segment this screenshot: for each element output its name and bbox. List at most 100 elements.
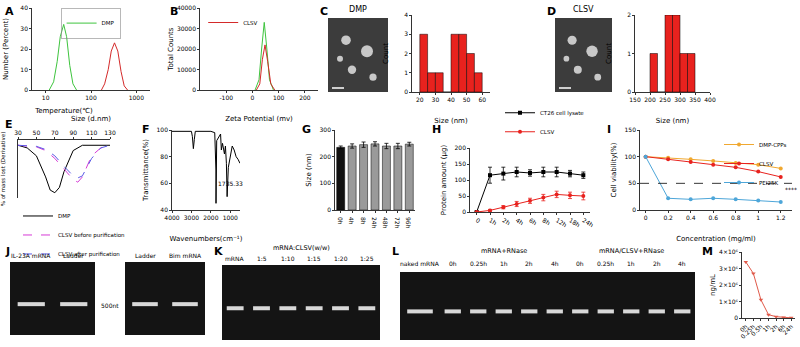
svg-text:IL-23A mRNA: IL-23A mRNA: [11, 252, 51, 259]
svg-text:F: F: [142, 123, 150, 136]
svg-text:Ladder: Ladder: [63, 252, 84, 259]
svg-text:0: 0: [24, 86, 28, 93]
svg-text:Total Counts: Total Counts: [167, 27, 175, 71]
svg-text:D: D: [547, 5, 556, 18]
svg-text:10: 10: [42, 94, 50, 101]
svg-text:30: 30: [14, 129, 22, 136]
svg-text:Size (nm): Size (nm): [656, 117, 690, 125]
svg-text:100: 100: [157, 126, 169, 133]
svg-text:100: 100: [85, 94, 97, 101]
svg-text:6h: 6h: [528, 216, 538, 226]
svg-text:Wavenumbers(cm⁻¹): Wavenumbers(cm⁻¹): [170, 235, 243, 243]
svg-text:mRNA: mRNA: [225, 255, 245, 262]
svg-text:0.25h: 0.25h: [597, 260, 614, 267]
svg-text:10000: 10000: [177, 66, 196, 73]
svg-text:1: 1: [756, 214, 760, 221]
svg-text:Size (nm): Size (nm): [434, 117, 468, 125]
svg-text:30: 30: [432, 96, 440, 103]
svg-text:8h: 8h: [541, 216, 551, 226]
svg-text:1.2: 1.2: [776, 214, 786, 221]
svg-text:90: 90: [69, 129, 77, 136]
svg-text:2h: 2h: [769, 323, 779, 333]
svg-text:100: 100: [625, 153, 637, 160]
svg-text:naked mRNA: naked mRNA: [400, 260, 440, 267]
svg-text:0h: 0h: [738, 323, 748, 333]
svg-text:Temperature(℃): Temperature(℃): [34, 107, 93, 115]
svg-text:30000: 30000: [177, 25, 196, 32]
svg-text:100: 100: [320, 179, 332, 186]
svg-text:4000: 4000: [164, 214, 179, 221]
svg-text:2h: 2h: [525, 260, 533, 267]
svg-text:H: H: [432, 123, 441, 136]
svg-text:250: 250: [659, 96, 671, 103]
svg-text:8h: 8h: [360, 217, 367, 225]
svg-text:1:15: 1:15: [307, 255, 321, 262]
svg-text:Bim mRNA: Bim mRNA: [169, 252, 202, 259]
svg-text:1:25: 1:25: [360, 255, 374, 262]
svg-text:2×10⁶: 2×10⁶: [719, 281, 738, 288]
svg-text:CLSV before purification: CLSV before purification: [58, 232, 125, 239]
svg-text:0.25h: 0.25h: [470, 260, 487, 267]
svg-text:48h: 48h: [382, 217, 389, 229]
svg-text:Zeta Potential (mv): Zeta Potential (mv): [225, 115, 293, 123]
svg-text:70: 70: [51, 129, 59, 136]
svg-text:ng/mL: ng/mL: [709, 274, 717, 296]
svg-text:1h: 1h: [500, 260, 508, 267]
svg-text:20: 20: [20, 45, 28, 52]
svg-text:20000: 20000: [177, 45, 196, 52]
svg-text:mRNA:CLSV(w/w): mRNA:CLSV(w/w): [273, 244, 330, 252]
svg-text:1000: 1000: [223, 214, 238, 221]
svg-text:0.8: 0.8: [731, 214, 741, 221]
svg-text:mRNA/CLSV+RNase: mRNA/CLSV+RNase: [599, 247, 664, 255]
svg-text:50: 50: [628, 179, 636, 186]
svg-text:60: 60: [160, 179, 168, 186]
svg-text:200: 200: [644, 96, 656, 103]
svg-text:0: 0: [251, 94, 255, 101]
svg-text:B: B: [170, 5, 178, 18]
svg-text:G: G: [302, 123, 311, 136]
svg-text:100: 100: [273, 94, 285, 101]
svg-text:CLSV: CLSV: [759, 161, 773, 167]
svg-text:4h: 4h: [515, 216, 525, 226]
svg-text:1: 1: [627, 50, 631, 57]
svg-text:24h: 24h: [781, 323, 794, 336]
svg-text:Ladder: Ladder: [135, 252, 156, 259]
svg-text:CLSV after purification: CLSV after purification: [58, 251, 120, 258]
svg-text:J: J: [5, 245, 10, 258]
svg-text:72h: 72h: [394, 217, 401, 229]
svg-text:4h: 4h: [348, 217, 355, 225]
svg-text:300: 300: [320, 126, 332, 133]
svg-text:CLSV: CLSV: [540, 129, 554, 135]
svg-text:PEI25K: PEI25K: [759, 180, 778, 186]
svg-text:0h: 0h: [449, 260, 457, 267]
svg-text:0: 0: [475, 216, 482, 224]
svg-text:200: 200: [299, 94, 311, 101]
svg-text:mRNA+RNase: mRNA+RNase: [481, 247, 527, 255]
svg-text:0h: 0h: [337, 217, 344, 225]
svg-text:Count: Count: [605, 43, 613, 64]
svg-text:2h: 2h: [501, 216, 511, 226]
svg-text:50: 50: [458, 192, 466, 199]
svg-text:4: 4: [404, 11, 408, 18]
svg-text:M: M: [702, 245, 713, 258]
svg-text:200: 200: [320, 153, 332, 160]
svg-text:0: 0: [192, 86, 196, 93]
svg-text:Protein amount (μg): Protein amount (μg): [440, 145, 448, 216]
svg-text:Number (Percent): Number (Percent): [2, 18, 10, 80]
svg-text:1:10: 1:10: [281, 255, 295, 262]
svg-text:Concentration (mg/ml): Concentration (mg/ml): [676, 235, 756, 243]
svg-text:1000: 1000: [129, 94, 144, 101]
svg-text:2: 2: [627, 11, 631, 18]
svg-text:0: 0: [644, 214, 648, 221]
svg-text:0: 0: [627, 88, 631, 95]
svg-text:150: 150: [455, 160, 467, 167]
svg-text:400: 400: [704, 96, 716, 103]
svg-text:Count: Count: [382, 43, 390, 64]
svg-text:40: 40: [447, 96, 455, 103]
svg-text:-100: -100: [219, 94, 233, 101]
svg-text:% of mass lost (Derivative): % of mass lost (Derivative): [0, 132, 6, 207]
svg-text:96h: 96h: [405, 217, 412, 229]
svg-text:150: 150: [629, 96, 641, 103]
svg-text:18h: 18h: [568, 216, 582, 228]
svg-text:0.25h: 0.25h: [739, 323, 756, 340]
